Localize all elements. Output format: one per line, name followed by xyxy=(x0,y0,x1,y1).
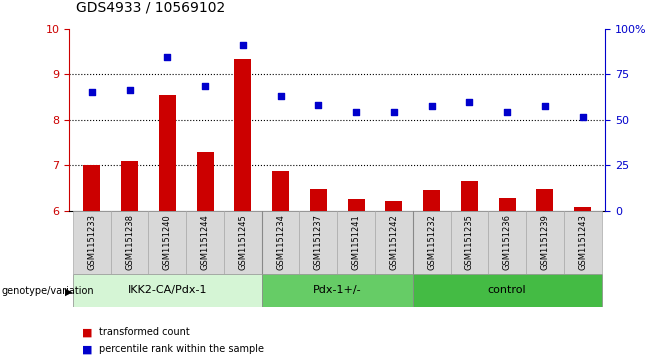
FancyBboxPatch shape xyxy=(262,211,299,274)
Bar xyxy=(423,190,440,211)
Text: GSM1151237: GSM1151237 xyxy=(314,214,323,270)
Bar xyxy=(386,200,403,211)
Text: GSM1151240: GSM1151240 xyxy=(163,215,172,270)
Bar xyxy=(574,207,591,211)
Bar xyxy=(234,58,251,211)
Text: ■: ■ xyxy=(82,327,93,337)
Text: GSM1151241: GSM1151241 xyxy=(351,215,361,270)
Text: GSM1151234: GSM1151234 xyxy=(276,215,285,270)
Point xyxy=(578,114,588,119)
Text: GSM1151233: GSM1151233 xyxy=(88,214,96,270)
FancyBboxPatch shape xyxy=(451,211,488,274)
Bar xyxy=(272,171,289,211)
Point xyxy=(124,87,135,93)
Text: Pdx-1+/-: Pdx-1+/- xyxy=(313,285,361,295)
FancyBboxPatch shape xyxy=(149,211,186,274)
Text: GSM1151235: GSM1151235 xyxy=(465,215,474,270)
Text: GSM1151239: GSM1151239 xyxy=(540,215,549,270)
Text: GSM1151242: GSM1151242 xyxy=(390,215,398,270)
Point xyxy=(200,83,211,89)
FancyBboxPatch shape xyxy=(111,211,149,274)
FancyBboxPatch shape xyxy=(564,211,601,274)
Point xyxy=(86,89,97,95)
Text: GSM1151232: GSM1151232 xyxy=(427,215,436,270)
Text: genotype/variation: genotype/variation xyxy=(1,286,94,297)
Bar xyxy=(310,189,327,211)
Point xyxy=(238,42,248,48)
Point xyxy=(275,93,286,99)
FancyBboxPatch shape xyxy=(338,211,375,274)
Text: GSM1151243: GSM1151243 xyxy=(578,215,587,270)
FancyBboxPatch shape xyxy=(413,211,451,274)
Text: GSM1151244: GSM1151244 xyxy=(201,215,209,270)
Text: GSM1151245: GSM1151245 xyxy=(238,215,247,270)
Bar xyxy=(499,198,516,211)
Text: GSM1151236: GSM1151236 xyxy=(503,214,512,270)
Point xyxy=(502,109,513,115)
Point xyxy=(389,109,399,115)
Text: GDS4933 / 10569102: GDS4933 / 10569102 xyxy=(76,0,225,15)
Point xyxy=(426,103,437,109)
Bar xyxy=(197,152,214,211)
Text: control: control xyxy=(488,285,526,295)
FancyBboxPatch shape xyxy=(526,211,564,274)
FancyBboxPatch shape xyxy=(375,211,413,274)
Text: GSM1151238: GSM1151238 xyxy=(125,214,134,270)
Bar xyxy=(536,189,553,211)
Bar xyxy=(121,160,138,211)
FancyBboxPatch shape xyxy=(413,274,601,307)
FancyBboxPatch shape xyxy=(73,274,262,307)
Text: transformed count: transformed count xyxy=(99,327,190,337)
Bar xyxy=(347,199,365,211)
FancyBboxPatch shape xyxy=(262,274,413,307)
Point xyxy=(313,102,324,108)
FancyBboxPatch shape xyxy=(224,211,262,274)
Point xyxy=(162,54,172,60)
FancyBboxPatch shape xyxy=(73,211,111,274)
Text: IKK2-CA/Pdx-1: IKK2-CA/Pdx-1 xyxy=(128,285,207,295)
Bar xyxy=(159,95,176,211)
FancyBboxPatch shape xyxy=(488,211,526,274)
Text: ■: ■ xyxy=(82,344,93,354)
Text: percentile rank within the sample: percentile rank within the sample xyxy=(99,344,264,354)
FancyBboxPatch shape xyxy=(299,211,338,274)
FancyBboxPatch shape xyxy=(186,211,224,274)
Point xyxy=(540,103,550,109)
Text: ▶: ▶ xyxy=(64,286,72,297)
Bar xyxy=(84,165,100,211)
Point xyxy=(464,99,474,105)
Point xyxy=(351,109,361,115)
Bar xyxy=(461,181,478,211)
